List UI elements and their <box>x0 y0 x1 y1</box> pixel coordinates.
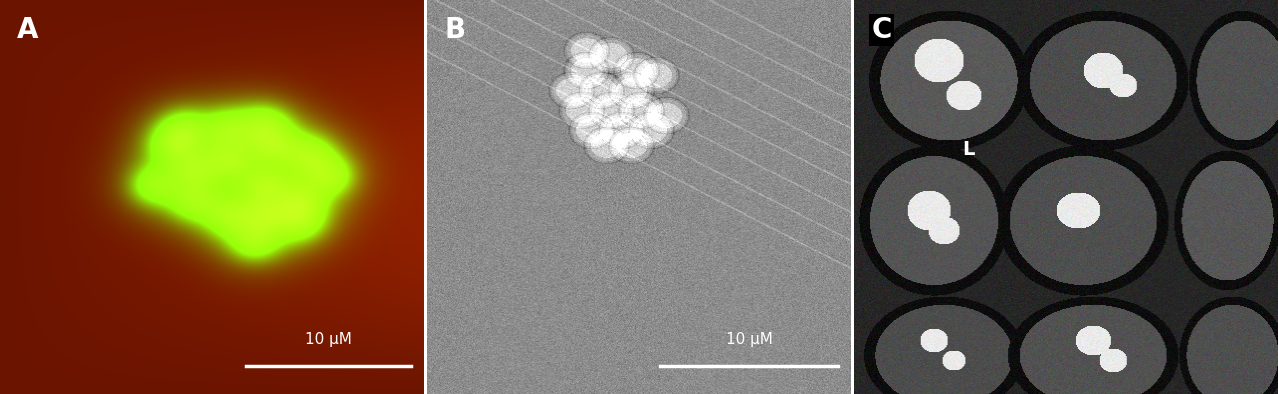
Text: 10 μM: 10 μM <box>726 332 773 347</box>
Text: C: C <box>872 16 892 44</box>
Text: B: B <box>443 16 465 44</box>
Text: L: L <box>962 140 975 159</box>
Text: A: A <box>17 16 38 44</box>
Text: 10 μM: 10 μM <box>305 332 351 347</box>
